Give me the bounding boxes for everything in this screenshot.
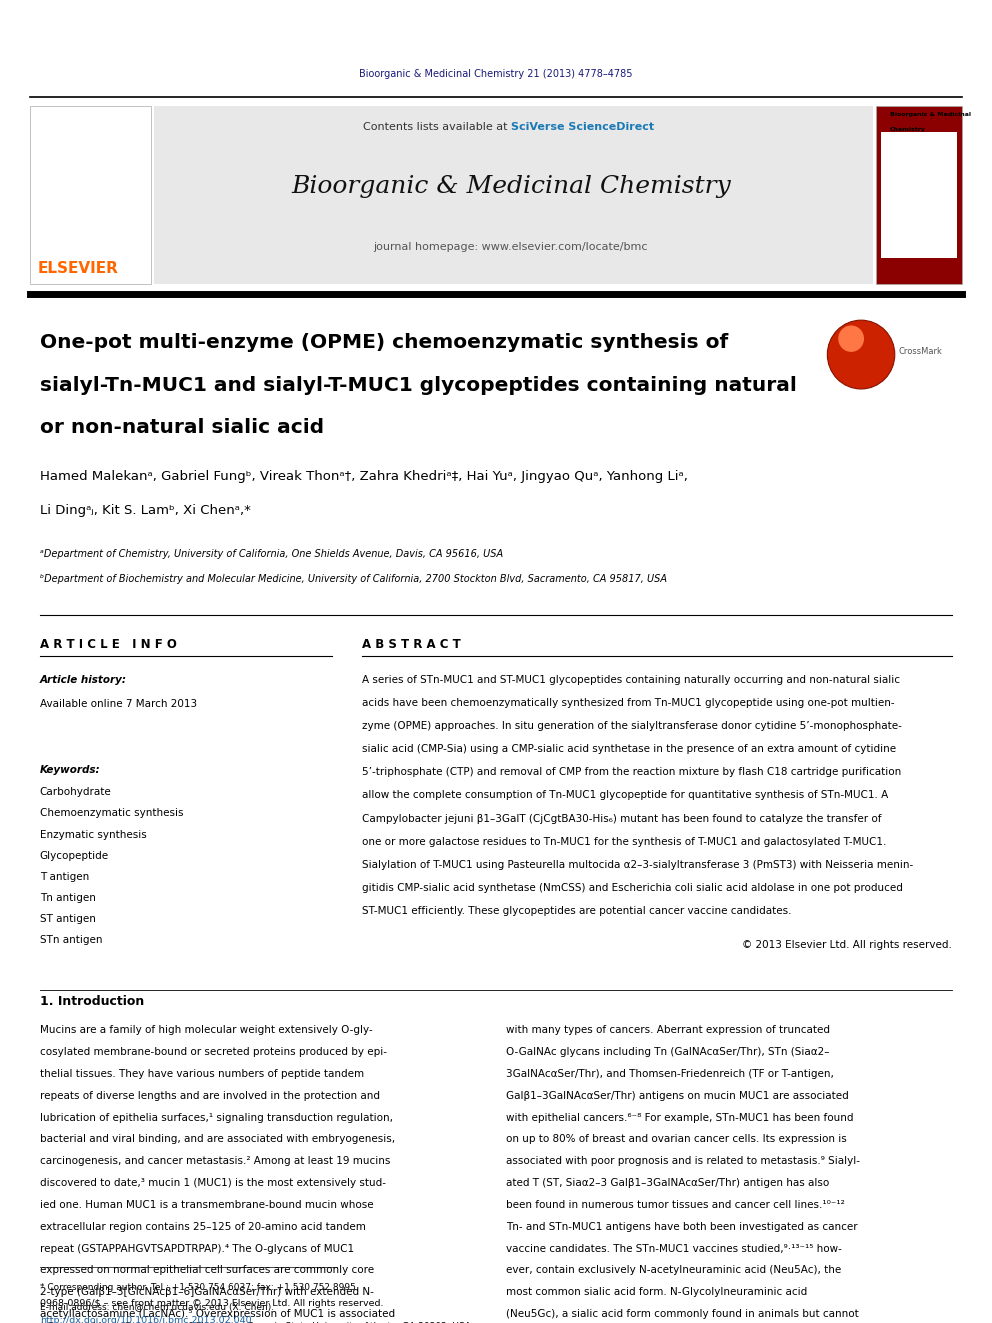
Text: (Neu5Gc), a sialic acid form commonly found in animals but cannot: (Neu5Gc), a sialic acid form commonly fo… [506, 1310, 859, 1319]
Text: SciVerse ScienceDirect: SciVerse ScienceDirect [511, 122, 654, 132]
Text: 5’-triphosphate (CTP) and removal of CMP from the reaction mixture by flash C18 : 5’-triphosphate (CTP) and removal of CMP… [362, 767, 902, 778]
Text: 0968-0896/$ – see front matter © 2013 Elsevier Ltd. All rights reserved.: 0968-0896/$ – see front matter © 2013 El… [40, 1299, 383, 1308]
Text: been found in numerous tumor tissues and cancer cell lines.¹⁰⁻¹²: been found in numerous tumor tissues and… [506, 1200, 844, 1211]
Text: Mucins are a family of high molecular weight extensively O-gly-: Mucins are a family of high molecular we… [40, 1025, 372, 1036]
Text: associated with poor prognosis and is related to metastasis.⁹ Sialyl-: associated with poor prognosis and is re… [506, 1156, 860, 1167]
Text: discovered to date,³ mucin 1 (MUC1) is the most extensively stud-: discovered to date,³ mucin 1 (MUC1) is t… [40, 1179, 386, 1188]
Text: with many types of cancers. Aberrant expression of truncated: with many types of cancers. Aberrant exp… [506, 1025, 830, 1036]
Text: Keywords:: Keywords: [40, 765, 100, 775]
FancyBboxPatch shape [30, 106, 151, 284]
Text: on up to 80% of breast and ovarian cancer cells. Its expression is: on up to 80% of breast and ovarian cance… [506, 1135, 846, 1144]
Text: repeats of diverse lengths and are involved in the protection and: repeats of diverse lengths and are invol… [40, 1090, 380, 1101]
Text: † Current address: Department of Chemistry, Georgia State University, Atlanta, G: † Current address: Department of Chemist… [40, 1322, 473, 1323]
Text: Campylobacter jejuni β1–3GalT (CjCgtBA30-His₆) mutant has been found to catalyze: Campylobacter jejuni β1–3GalT (CjCgtBA30… [362, 814, 882, 824]
Text: ated T (ST, Siaα2–3 Galβ1–3GalNAcαSer/Thr) antigen has also: ated T (ST, Siaα2–3 Galβ1–3GalNAcαSer/Th… [506, 1179, 829, 1188]
Text: Article history:: Article history: [40, 675, 127, 685]
Text: Bioorganic & Medicinal: Bioorganic & Medicinal [890, 112, 971, 118]
Text: journal homepage: www.elsevier.com/locate/bmc: journal homepage: www.elsevier.com/locat… [374, 242, 648, 253]
Text: bacterial and viral binding, and are associated with embryogenesis,: bacterial and viral binding, and are ass… [40, 1135, 395, 1144]
Text: Tn- and STn-MUC1 antigens have both been investigated as cancer: Tn- and STn-MUC1 antigens have both been… [506, 1222, 857, 1232]
Text: sialyl-Tn-MUC1 and sialyl-T-MUC1 glycopeptides containing natural: sialyl-Tn-MUC1 and sialyl-T-MUC1 glycope… [40, 376, 797, 394]
Text: O-GalNAc glycans including Tn (GalNAcαSer/Thr), STn (Siaα2–: O-GalNAc glycans including Tn (GalNAcαSe… [506, 1048, 829, 1057]
Text: Carbohydrate: Carbohydrate [40, 787, 111, 798]
Text: ST antigen: ST antigen [40, 914, 95, 925]
Text: with epithelial cancers.⁶⁻⁸ For example, STn-MUC1 has been found: with epithelial cancers.⁶⁻⁸ For example,… [506, 1113, 853, 1123]
Text: gitidis CMP-sialic acid synthetase (NmCSS) and Escherichia coli sialic acid aldo: gitidis CMP-sialic acid synthetase (NmCS… [362, 884, 903, 893]
Text: Li Dingᵃⱼ, Kit S. Lamᵇ, Xi Chenᵃ,*: Li Dingᵃⱼ, Kit S. Lamᵇ, Xi Chenᵃ,* [40, 504, 251, 517]
Text: A B S T R A C T: A B S T R A C T [362, 638, 461, 651]
Text: ᵃDepartment of Chemistry, University of California, One Shields Avenue, Davis, C: ᵃDepartment of Chemistry, University of … [40, 549, 503, 560]
Text: E-mail address: chen@chem.ucdavis.edu (X. Chen).: E-mail address: chen@chem.ucdavis.edu (X… [40, 1302, 274, 1311]
Text: Available online 7 March 2013: Available online 7 March 2013 [40, 699, 196, 709]
Text: ᵇDepartment of Biochemistry and Molecular Medicine, University of California, 27: ᵇDepartment of Biochemistry and Molecula… [40, 574, 667, 585]
Text: Bioorganic & Medicinal Chemistry: Bioorganic & Medicinal Chemistry [291, 175, 731, 197]
Text: * Corresponding author. Tel.: +1 530 754 6037; fax: +1 530 752 8995.: * Corresponding author. Tel.: +1 530 754… [40, 1283, 358, 1293]
Ellipse shape [838, 325, 864, 352]
FancyBboxPatch shape [154, 106, 873, 284]
Text: Bioorganic & Medicinal Chemistry 21 (2013) 4778–4785: Bioorganic & Medicinal Chemistry 21 (201… [359, 69, 633, 79]
Text: A R T I C L E   I N F O: A R T I C L E I N F O [40, 638, 177, 651]
Text: Contents lists available at: Contents lists available at [363, 122, 511, 132]
Text: Hamed Malekanᵃ, Gabriel Fungᵇ, Vireak Thonᵃ†, Zahra Khedriᵃ‡, Hai Yuᵃ, Jingyao Q: Hamed Malekanᵃ, Gabriel Fungᵇ, Vireak Th… [40, 470, 687, 483]
Text: A series of STn-MUC1 and ST-MUC1 glycopeptides containing naturally occurring an: A series of STn-MUC1 and ST-MUC1 glycope… [362, 675, 900, 685]
Text: ever, contain exclusively N-acetylneuraminic acid (Neu5Ac), the: ever, contain exclusively N-acetylneuram… [506, 1265, 841, 1275]
Text: repeat (GSTAPPAHGVTSAPDTRPAP).⁴ The O-glycans of MUC1: repeat (GSTAPPAHGVTSAPDTRPAP).⁴ The O-gl… [40, 1244, 354, 1254]
Text: acids have been chemoenzymatically synthesized from Tn-MUC1 glycopeptide using o: acids have been chemoenzymatically synth… [362, 697, 895, 708]
Text: Enzymatic synthesis: Enzymatic synthesis [40, 830, 147, 840]
Text: zyme (OPME) approaches. In situ generation of the sialyltransferase donor cytidi: zyme (OPME) approaches. In situ generati… [362, 721, 902, 732]
Ellipse shape [827, 320, 895, 389]
Text: © 2013 Elsevier Ltd. All rights reserved.: © 2013 Elsevier Ltd. All rights reserved… [742, 939, 952, 950]
Text: ELSEVIER: ELSEVIER [38, 261, 119, 275]
FancyBboxPatch shape [881, 132, 957, 258]
Text: allow the complete consumption of Tn-MUC1 glycopeptide for quantitative synthesi: allow the complete consumption of Tn-MUC… [362, 791, 888, 800]
Text: thelial tissues. They have various numbers of peptide tandem: thelial tissues. They have various numbe… [40, 1069, 364, 1080]
Text: acetyllactosamine (LacNAc).⁵ Overexpression of MUC1 is associated: acetyllactosamine (LacNAc).⁵ Overexpress… [40, 1310, 395, 1319]
Text: ied one. Human MUC1 is a transmembrane-bound mucin whose: ied one. Human MUC1 is a transmembrane-b… [40, 1200, 373, 1211]
Text: http://dx.doi.org/10.1016/j.bmc.2013.02.040: http://dx.doi.org/10.1016/j.bmc.2013.02.… [40, 1316, 251, 1323]
Text: 2-type (Galβ1–3[GlcNAcβ1–6]GalNAcαSer/Thr) with extended N-: 2-type (Galβ1–3[GlcNAcβ1–6]GalNAcαSer/Th… [40, 1287, 374, 1298]
Text: Chemistry: Chemistry [890, 127, 926, 132]
Text: expressed on normal epithelial cell surfaces are commonly core: expressed on normal epithelial cell surf… [40, 1265, 374, 1275]
Text: One-pot multi-enzyme (OPME) chemoenzymatic synthesis of: One-pot multi-enzyme (OPME) chemoenzymat… [40, 333, 728, 352]
Text: ST-MUC1 efficiently. These glycopeptides are potential cancer vaccine candidates: ST-MUC1 efficiently. These glycopeptides… [362, 906, 792, 917]
Text: Chemoenzymatic synthesis: Chemoenzymatic synthesis [40, 808, 184, 819]
Text: Sialylation of T-MUC1 using Pasteurella multocida α2–3-sialyltransferase 3 (PmST: Sialylation of T-MUC1 using Pasteurella … [362, 860, 914, 871]
Text: CrossMark: CrossMark [899, 347, 942, 356]
Text: or non-natural sialic acid: or non-natural sialic acid [40, 418, 323, 437]
Text: T antigen: T antigen [40, 872, 89, 882]
Text: one or more galactose residues to Tn-MUC1 for the synthesis of T-MUC1 and galact: one or more galactose residues to Tn-MUC… [362, 837, 887, 847]
Text: 1. Introduction: 1. Introduction [40, 995, 144, 1008]
Text: cosylated membrane-bound or secreted proteins produced by epi-: cosylated membrane-bound or secreted pro… [40, 1048, 387, 1057]
Text: lubrication of epithelia surfaces,¹ signaling transduction regulation,: lubrication of epithelia surfaces,¹ sign… [40, 1113, 393, 1123]
Text: STn antigen: STn antigen [40, 935, 102, 946]
FancyBboxPatch shape [876, 106, 962, 284]
Text: Galβ1–3GalNAcαSer/Thr) antigens on mucin MUC1 are associated: Galβ1–3GalNAcαSer/Thr) antigens on mucin… [506, 1090, 849, 1101]
Text: vaccine candidates. The STn-MUC1 vaccines studied,⁹·¹³⁻¹⁵ how-: vaccine candidates. The STn-MUC1 vaccine… [506, 1244, 842, 1254]
Text: Tn antigen: Tn antigen [40, 893, 95, 904]
Text: most common sialic acid form. N-Glycolylneuraminic acid: most common sialic acid form. N-Glycolyl… [506, 1287, 807, 1298]
Text: carcinogenesis, and cancer metastasis.² Among at least 19 mucins: carcinogenesis, and cancer metastasis.² … [40, 1156, 390, 1167]
Text: sialic acid (CMP-Sia) using a CMP-sialic acid synthetase in the presence of an e: sialic acid (CMP-Sia) using a CMP-sialic… [362, 744, 896, 754]
Text: extracellular region contains 25–125 of 20-amino acid tandem: extracellular region contains 25–125 of … [40, 1222, 366, 1232]
Text: 3GalNAcαSer/Thr), and Thomsen-Friedenreich (TF or T-antigen,: 3GalNAcαSer/Thr), and Thomsen-Friedenrei… [506, 1069, 834, 1080]
Text: Glycopeptide: Glycopeptide [40, 851, 109, 861]
